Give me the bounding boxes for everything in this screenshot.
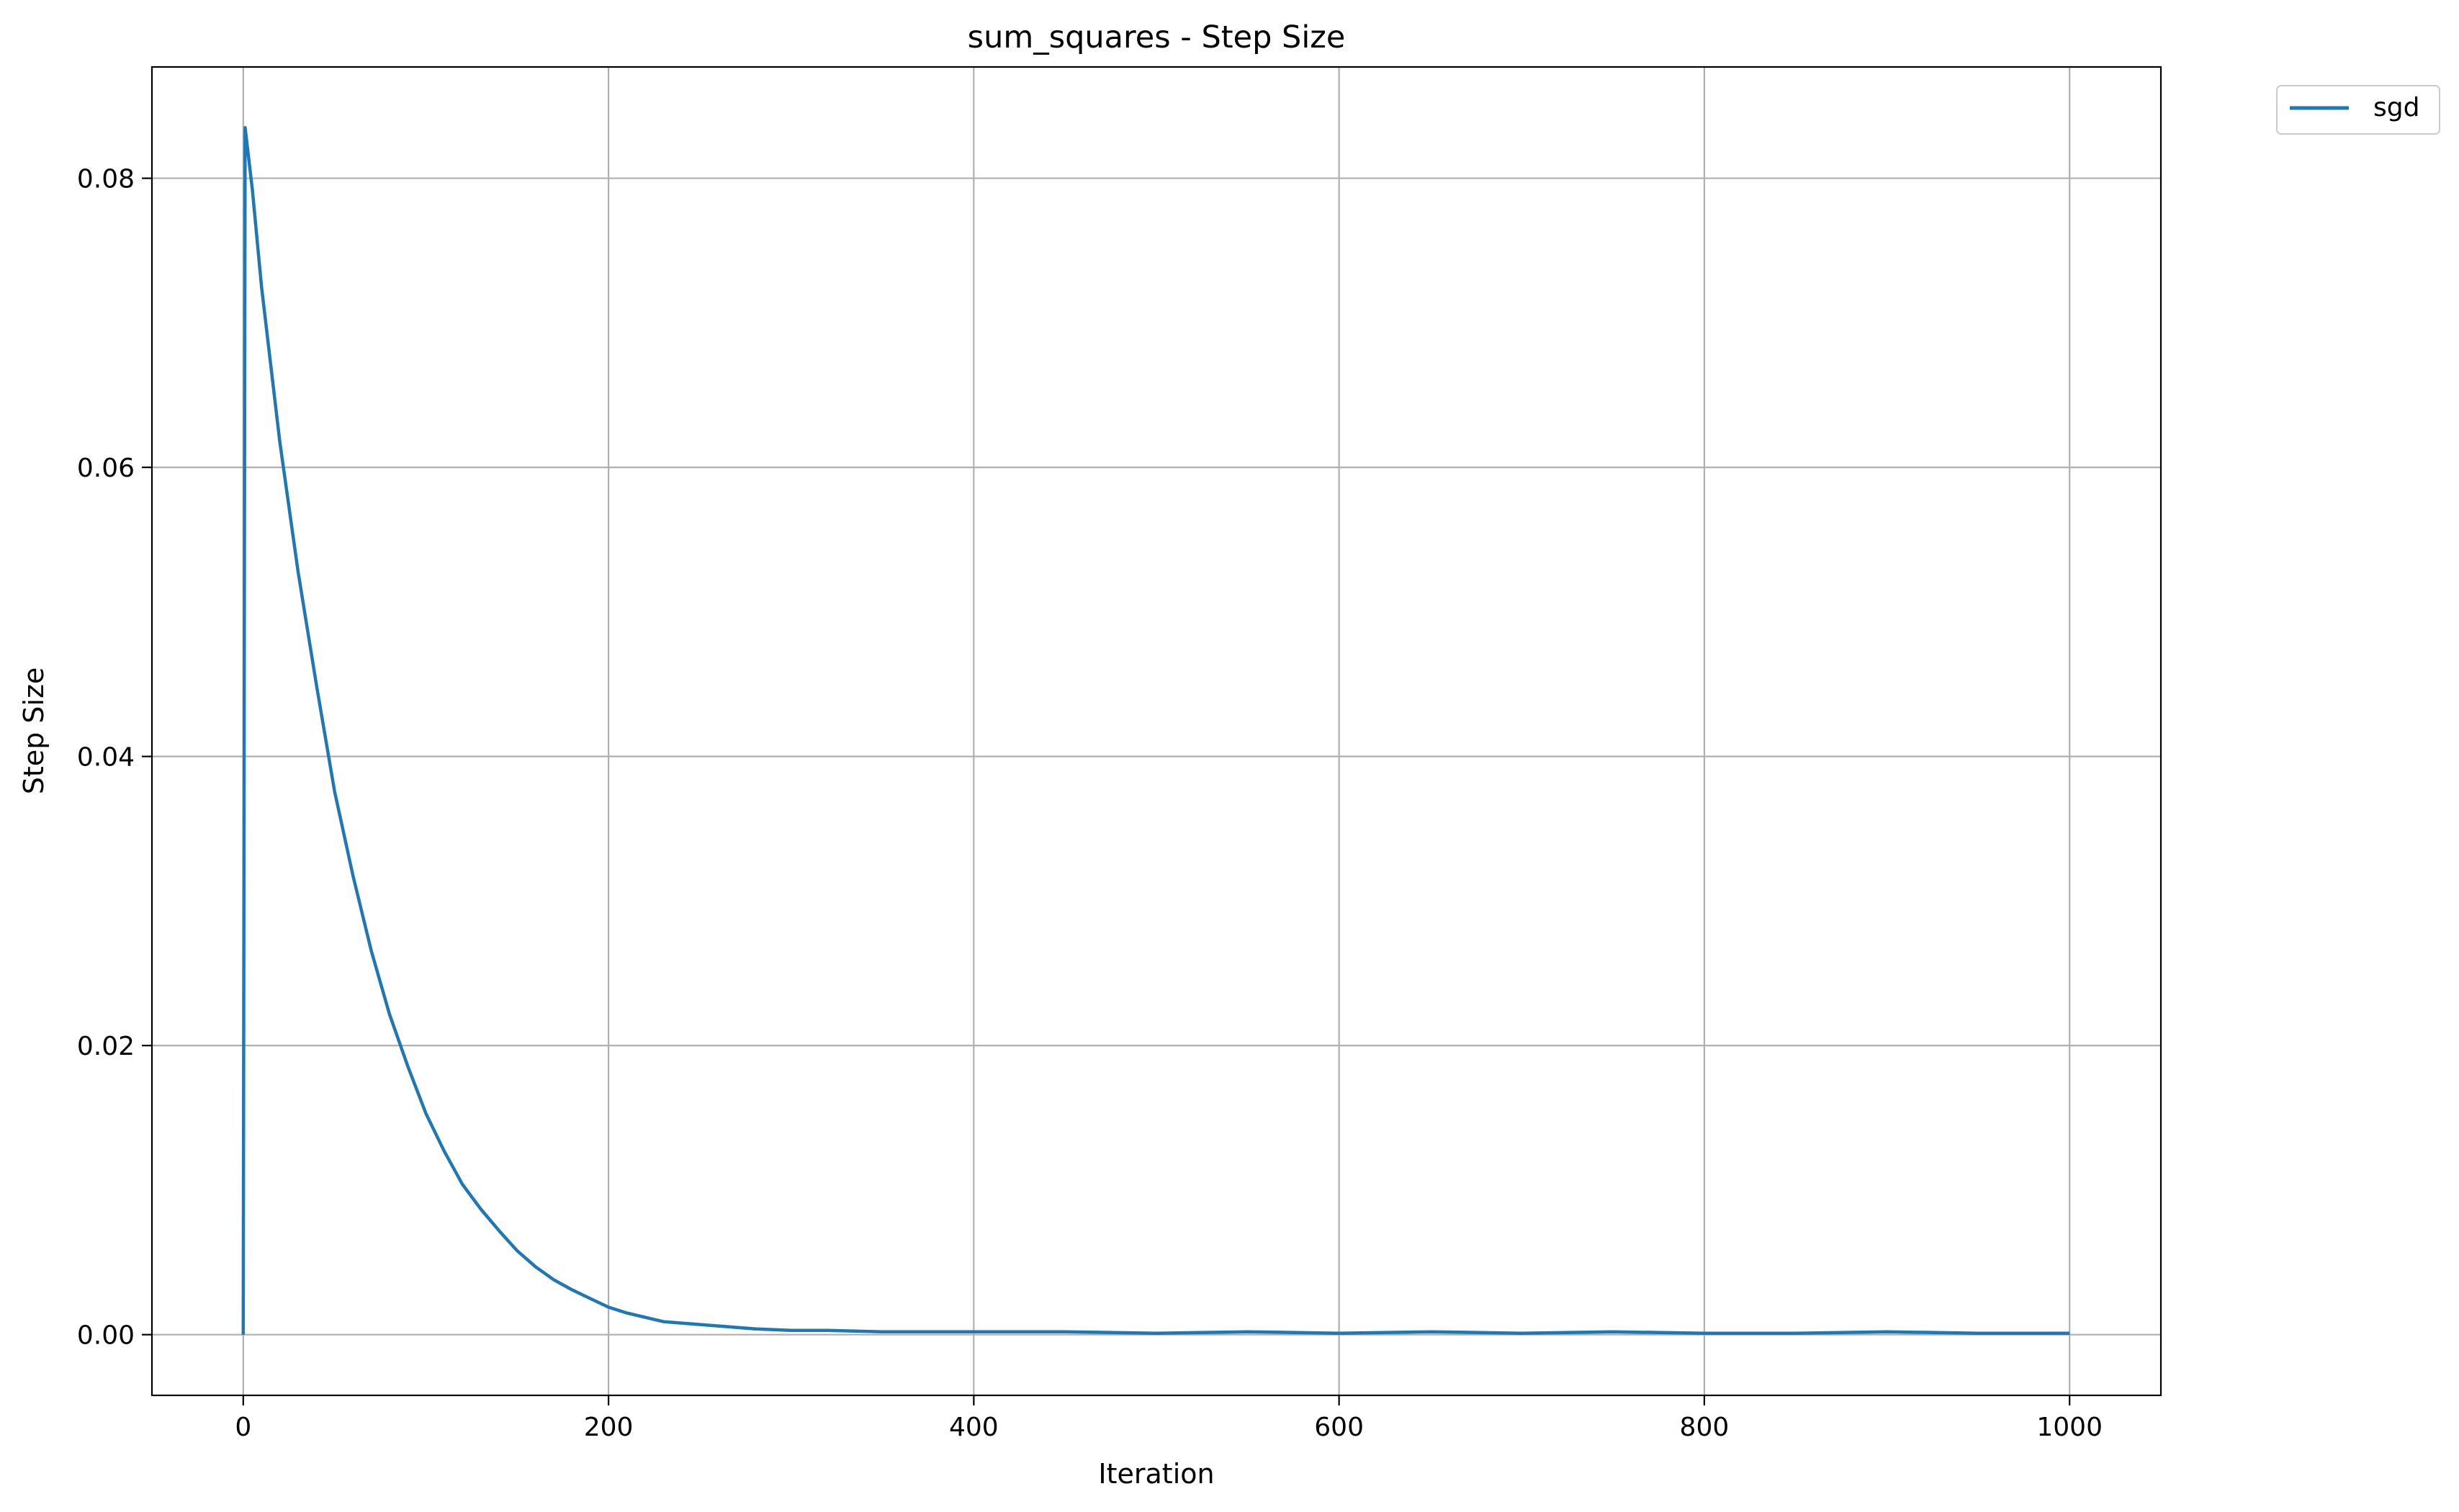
- y-tick-label: 0.04: [77, 743, 135, 773]
- x-tick-label: 800: [1680, 1413, 1730, 1442]
- legend-label-sgd: sgd: [2373, 93, 2419, 122]
- y-tick-label: 0.08: [77, 165, 135, 194]
- y-axis-label: Step Size: [18, 667, 50, 795]
- plot-frame: [150, 66, 2162, 1397]
- x-axis-label: Iteration: [1098, 1458, 1214, 1490]
- grid: [152, 67, 2161, 1395]
- legend: sgd: [2276, 85, 2440, 135]
- x-tick-label: 200: [584, 1413, 634, 1442]
- y-tick-label: 0.00: [77, 1321, 135, 1351]
- legend-box: [2276, 85, 2440, 135]
- ticks: 0 200 400 600 800 1000 0.00 0.02 0.04 0.06 0.08: [77, 165, 2103, 1442]
- x-tick-label: 0: [235, 1413, 251, 1442]
- y-tick-label: 0.06: [77, 454, 135, 483]
- x-tick-label: 1000: [2036, 1413, 2103, 1442]
- series-line-sgd: [241, 126, 2070, 1335]
- chart-title: sum_squares - Step Size: [968, 19, 1346, 55]
- x-tick-label: 400: [949, 1413, 999, 1442]
- series-layer: [241, 126, 2070, 1335]
- y-tick-label: 0.02: [77, 1032, 135, 1061]
- x-tick-label: 600: [1314, 1413, 1364, 1442]
